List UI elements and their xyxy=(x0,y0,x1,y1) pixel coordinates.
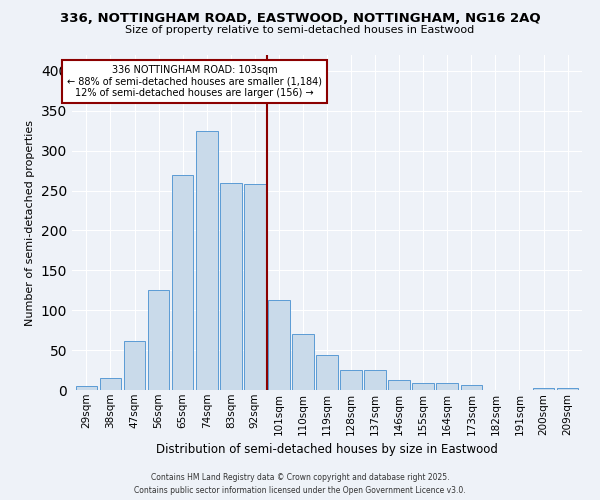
X-axis label: Distribution of semi-detached houses by size in Eastwood: Distribution of semi-detached houses by … xyxy=(156,443,498,456)
Bar xyxy=(172,174,193,390)
Bar xyxy=(292,334,314,390)
Bar xyxy=(533,388,554,390)
Bar xyxy=(316,355,338,390)
Text: 336, NOTTINGHAM ROAD, EASTWOOD, NOTTINGHAM, NG16 2AQ: 336, NOTTINGHAM ROAD, EASTWOOD, NOTTINGH… xyxy=(59,12,541,26)
Bar xyxy=(196,131,218,390)
Bar xyxy=(340,370,362,390)
Bar xyxy=(436,383,458,390)
Bar xyxy=(461,385,482,390)
Bar xyxy=(388,380,410,390)
Bar xyxy=(364,370,386,390)
Text: Size of property relative to semi-detached houses in Eastwood: Size of property relative to semi-detach… xyxy=(125,25,475,35)
Bar xyxy=(148,290,169,390)
Bar xyxy=(76,386,97,390)
Bar xyxy=(124,340,145,390)
Bar xyxy=(244,184,266,390)
Bar xyxy=(220,182,242,390)
Text: Contains HM Land Registry data © Crown copyright and database right 2025.
Contai: Contains HM Land Registry data © Crown c… xyxy=(134,474,466,495)
Bar xyxy=(557,388,578,390)
Bar xyxy=(268,300,290,390)
Title: 336, NOTTINGHAM ROAD, EASTWOOD, NOTTINGHAM, NG16 2AQ
Size of property relative t: 336, NOTTINGHAM ROAD, EASTWOOD, NOTTINGH… xyxy=(0,499,1,500)
Text: 336 NOTTINGHAM ROAD: 103sqm
← 88% of semi-detached houses are smaller (1,184)
12: 336 NOTTINGHAM ROAD: 103sqm ← 88% of sem… xyxy=(67,64,322,98)
Bar xyxy=(412,383,434,390)
Bar xyxy=(100,378,121,390)
Y-axis label: Number of semi-detached properties: Number of semi-detached properties xyxy=(25,120,35,326)
